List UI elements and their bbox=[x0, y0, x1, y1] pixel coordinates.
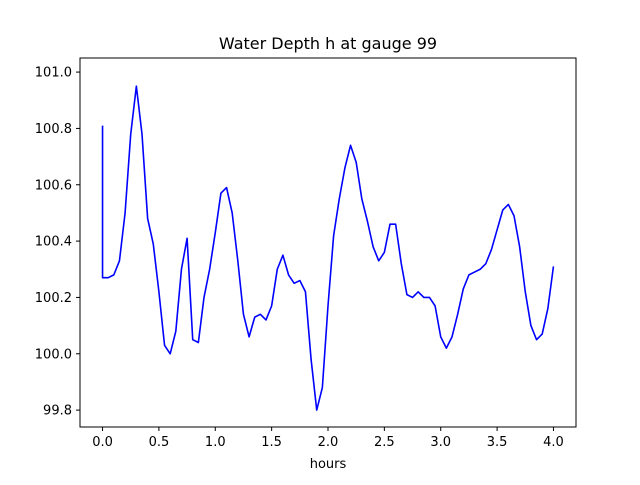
x-tick-label: 1.5 bbox=[261, 435, 282, 450]
y-tick-label: 99.8 bbox=[43, 404, 72, 419]
y-tick-label: 100.2 bbox=[35, 291, 72, 306]
x-tick-label: 0.5 bbox=[149, 435, 170, 450]
y-tick-label: 101.0 bbox=[35, 66, 72, 81]
plot-area bbox=[101, 85, 555, 411]
y-tick-label: 100.0 bbox=[35, 347, 72, 362]
series-line-0 bbox=[101, 85, 555, 411]
y-tick-label: 100.8 bbox=[35, 122, 72, 137]
x-tick-label: 2.0 bbox=[318, 435, 339, 450]
y-axis: 99.8 100.0 100.2 100.4 100.6 100.8 101.0 bbox=[35, 66, 80, 419]
y-tick-label: 100.4 bbox=[35, 235, 72, 250]
x-tick-label: 4.0 bbox=[543, 435, 564, 450]
x-tick-label: 2.5 bbox=[374, 435, 395, 450]
chart-title: Water Depth h at gauge 99 bbox=[219, 34, 437, 53]
x-axis-label: hours bbox=[310, 457, 347, 472]
x-tick-label: 3.0 bbox=[430, 435, 451, 450]
x-tick-label: 0.0 bbox=[92, 435, 113, 450]
x-tick-label: 3.5 bbox=[487, 435, 508, 450]
x-tick-label: 1.0 bbox=[205, 435, 226, 450]
x-axis: 0.0 0.5 1.0 1.5 2.0 2.5 3.0 3.5 4.0 bbox=[92, 427, 564, 450]
y-tick-label: 100.6 bbox=[35, 178, 72, 193]
